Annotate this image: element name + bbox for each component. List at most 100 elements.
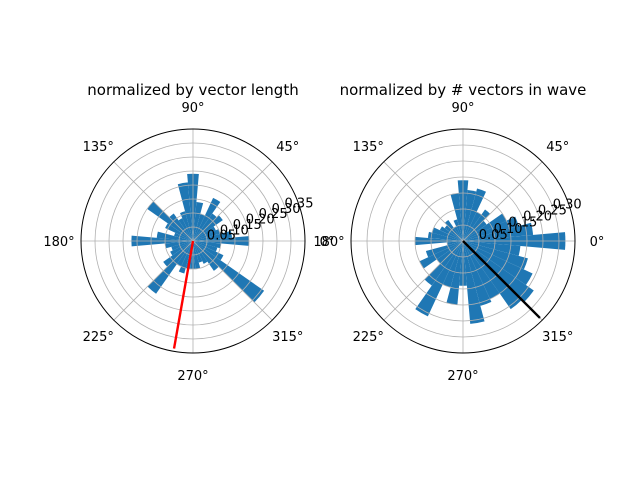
theta-gridline <box>113 240 194 321</box>
r-tick-label: 0.05 <box>479 228 508 243</box>
bar-120deg <box>453 226 463 241</box>
bar-170deg <box>427 231 463 241</box>
theta-gridline <box>383 161 464 242</box>
bar-330deg <box>463 241 533 286</box>
bar-130deg <box>444 220 463 241</box>
bar-150deg <box>439 226 463 241</box>
bar-220deg <box>436 241 463 264</box>
theta-tick-label: 180° <box>313 235 344 250</box>
theta-gridline <box>113 161 194 242</box>
polar-frame <box>80 128 306 354</box>
r-tick-label: 0.10 <box>494 222 523 237</box>
bar-330deg <box>193 241 224 261</box>
bar-220deg <box>163 241 193 267</box>
bar-350deg <box>463 241 521 256</box>
bar-50deg <box>193 213 217 241</box>
theta-tick-label: 315° <box>542 330 573 345</box>
bar-80deg <box>193 201 204 241</box>
bar-20deg <box>463 216 519 241</box>
bar-210deg <box>170 241 193 256</box>
bar-140deg <box>147 201 193 241</box>
bar-10deg <box>193 230 233 241</box>
bar-20deg <box>193 229 221 241</box>
theta-tick-label: 45° <box>276 140 299 155</box>
bar-70deg <box>463 188 486 241</box>
bar-280deg <box>193 241 201 269</box>
r-tick-label: 0.05 <box>207 229 236 244</box>
r-tick-label: 0.35 <box>285 196 314 211</box>
bar-80deg <box>463 189 477 241</box>
bar-50deg <box>463 209 491 241</box>
theta-tick-label: 225° <box>353 330 384 345</box>
r-tick-label: 0.10 <box>220 223 249 238</box>
theta-tick-label: 180° <box>43 235 74 250</box>
bar-10deg <box>463 222 534 241</box>
theta-gridline <box>383 240 464 321</box>
r-tick-label: 0.20 <box>523 210 552 225</box>
bar-290deg <box>193 241 203 263</box>
theta-gridline <box>192 240 273 321</box>
bar-160deg <box>174 232 193 241</box>
r-tick-label: 0.20 <box>246 213 275 228</box>
r-tick-label: 0.15 <box>508 216 537 231</box>
bar-240deg <box>176 241 193 267</box>
bar-250deg <box>442 241 463 288</box>
bar-290deg <box>463 241 492 306</box>
bar-30deg <box>463 213 507 241</box>
chart-title: normalized by # vectors in wave <box>340 81 587 99</box>
polar-frame <box>350 128 576 354</box>
theta-tick-label: 0° <box>320 235 335 250</box>
bar-340deg <box>193 241 218 252</box>
theta-gridline <box>462 161 543 242</box>
r-tick-label: 0.30 <box>272 202 301 217</box>
bar-250deg <box>178 241 193 274</box>
bars <box>414 180 566 324</box>
theta-gridline <box>192 161 273 242</box>
theta-tick-label: 315° <box>272 330 303 345</box>
bar-30deg <box>193 226 216 241</box>
theta-tick-label: 0° <box>590 235 605 250</box>
bar-210deg <box>419 241 463 269</box>
bar-230deg <box>147 241 193 294</box>
bar-160deg <box>432 227 463 241</box>
theta-tick-label: 270° <box>447 369 478 384</box>
bar-120deg <box>178 218 193 241</box>
bar-240deg <box>415 241 463 317</box>
bar-40deg <box>463 220 487 241</box>
bar-300deg <box>463 241 500 300</box>
theta-tick-label: 135° <box>353 140 384 155</box>
r-tick-label: 0.25 <box>259 207 288 222</box>
bar-300deg <box>193 241 208 264</box>
bars <box>131 173 265 303</box>
bar-310deg <box>193 241 219 271</box>
bar-40deg <box>193 215 223 241</box>
theta-tick-label: 270° <box>177 369 208 384</box>
mean-direction-line <box>172 240 195 349</box>
bar-320deg <box>193 241 265 303</box>
r-tick-label: 0.15 <box>233 218 262 233</box>
bar-190deg <box>447 241 463 246</box>
chart-title: normalized by vector length <box>87 81 298 99</box>
theta-tick-label: 135° <box>83 140 114 155</box>
theta-tick-label: 225° <box>83 330 114 345</box>
bar-60deg <box>463 211 482 241</box>
theta-tick-label: 90° <box>181 101 204 116</box>
bar-130deg <box>169 213 193 241</box>
bar-350deg <box>193 241 221 249</box>
polar-axes-left: 0.050.100.150.200.250.300.35 0° 45° 90° 135°… <box>43 81 334 384</box>
bar-200deg <box>425 241 463 258</box>
bar-60deg <box>193 197 221 241</box>
bar-310deg <box>463 241 522 310</box>
polar-axes-right: 0.050.100.150.200.250.30 0° 45° 90° 135° 180°… <box>313 81 604 384</box>
bar-230deg <box>424 241 463 286</box>
bar-150deg <box>165 223 193 241</box>
theta-tick-label: 90° <box>451 101 474 116</box>
bar-320deg <box>463 241 534 303</box>
grid <box>81 129 305 353</box>
r-tick-label: 0.30 <box>553 197 582 212</box>
bar-110deg <box>179 211 193 241</box>
bar-260deg <box>446 241 463 305</box>
bar-340deg <box>463 241 528 270</box>
bar-190deg <box>165 241 193 249</box>
